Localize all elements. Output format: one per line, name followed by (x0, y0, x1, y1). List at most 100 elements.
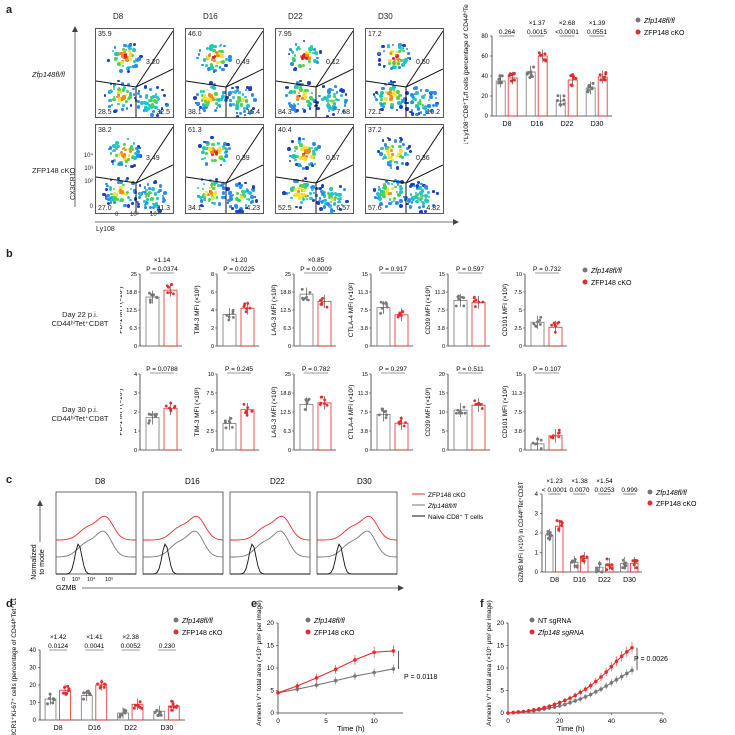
flow-event (156, 197, 159, 200)
flow-event (231, 95, 236, 100)
data-point (353, 658, 357, 662)
flow-event (116, 87, 121, 92)
flow-event (120, 97, 125, 101)
flow-event (399, 190, 403, 194)
flow-event (423, 113, 426, 117)
flow-event (127, 95, 132, 100)
flow-event (196, 102, 200, 106)
flow-event (137, 195, 142, 200)
c-legend: ZFP148 cKO Zfp148fl/fl Naive CD8⁺ T cell… (412, 492, 484, 521)
flow-event (206, 100, 211, 105)
flow-event (148, 191, 152, 195)
flow-event (244, 182, 247, 185)
b-data-point (477, 401, 481, 405)
flow-event (406, 203, 409, 206)
fold-change: ×2.38 (122, 634, 139, 641)
flow-event (206, 192, 210, 196)
flow-event (292, 193, 297, 198)
p-value: 0.0015 (527, 29, 547, 36)
flow-event (143, 100, 147, 104)
flow-event (129, 199, 132, 202)
x-tick-label: 40 (608, 718, 616, 725)
x-tick-label: 60 (659, 718, 667, 725)
flow-event (235, 86, 239, 89)
data-point (634, 566, 638, 570)
flow-event (248, 190, 253, 195)
flow-event (321, 85, 325, 89)
gate-line (186, 176, 227, 184)
flow-event (414, 103, 419, 108)
flow-event (309, 44, 314, 48)
data-point (353, 674, 357, 678)
b-y-tick-label: 5 (519, 308, 522, 314)
data-point (578, 690, 583, 695)
flow-event (339, 88, 343, 91)
flow-event (293, 67, 297, 72)
flow-event (227, 58, 232, 63)
data-point (594, 570, 598, 574)
flow-event (113, 201, 116, 205)
flow-event (382, 44, 386, 48)
flow-event (143, 190, 146, 194)
data-point (581, 558, 585, 562)
flow-event (331, 105, 334, 108)
a-col-d8: D8 (113, 12, 124, 21)
flow-event (309, 55, 312, 58)
flow-event (434, 103, 438, 107)
flow-event (129, 93, 133, 97)
b-data-point (473, 399, 477, 403)
flow-event (303, 54, 306, 57)
flow-event (124, 159, 128, 163)
legend-dot-wt (582, 267, 588, 273)
flow-event (208, 147, 212, 151)
a-col-d30: D30 (378, 12, 393, 21)
b-data-point (148, 300, 152, 304)
b-data-point (166, 291, 170, 294)
flow-event (215, 196, 219, 199)
flow-event (306, 153, 310, 157)
flow-event (298, 183, 303, 188)
flow-event (248, 112, 252, 115)
flow-event (329, 208, 334, 213)
flow-event (226, 187, 230, 191)
flow-event (411, 196, 416, 201)
flow-event (110, 103, 114, 107)
flow-event (402, 49, 405, 53)
flow-event (398, 152, 403, 156)
flow-event (106, 184, 109, 187)
flow-event (215, 102, 219, 106)
flow-event (320, 184, 325, 188)
fold-change: ×1.39 (589, 20, 606, 27)
data-point (575, 564, 579, 568)
flow-event (122, 85, 127, 89)
flow-event (383, 143, 388, 147)
flow-event (390, 49, 394, 53)
flow-event (195, 92, 199, 97)
a-bar-ylabel: CX3CR1⁺Ly108⁻CD8⁺Tₑff cells (percentage … (462, 4, 470, 144)
b-y-tick-label: 10 (439, 410, 445, 416)
b-data-point (463, 411, 467, 415)
flow-event (122, 183, 126, 187)
flow-event (307, 104, 311, 108)
b-data-point (245, 413, 249, 417)
flow-event (122, 47, 126, 51)
flow-event (220, 60, 225, 65)
flow-event (216, 141, 221, 145)
flow-event (219, 154, 223, 159)
b-data-point (170, 283, 173, 287)
flow-event (202, 107, 205, 110)
b-data-point (167, 285, 170, 289)
b-data-point (244, 409, 248, 413)
b-data-point (243, 302, 247, 306)
flow-event (123, 142, 127, 147)
flow-event (417, 197, 421, 201)
flow-event (253, 196, 257, 199)
flow-event (397, 183, 400, 186)
flow-event (109, 152, 112, 155)
b-y-tick-label: 0 (442, 344, 445, 350)
flow-event (401, 47, 405, 50)
flow-event (121, 87, 126, 92)
flow-event (235, 101, 239, 105)
b-ylabel: TIM-3 MFI (×10³) (194, 285, 201, 334)
